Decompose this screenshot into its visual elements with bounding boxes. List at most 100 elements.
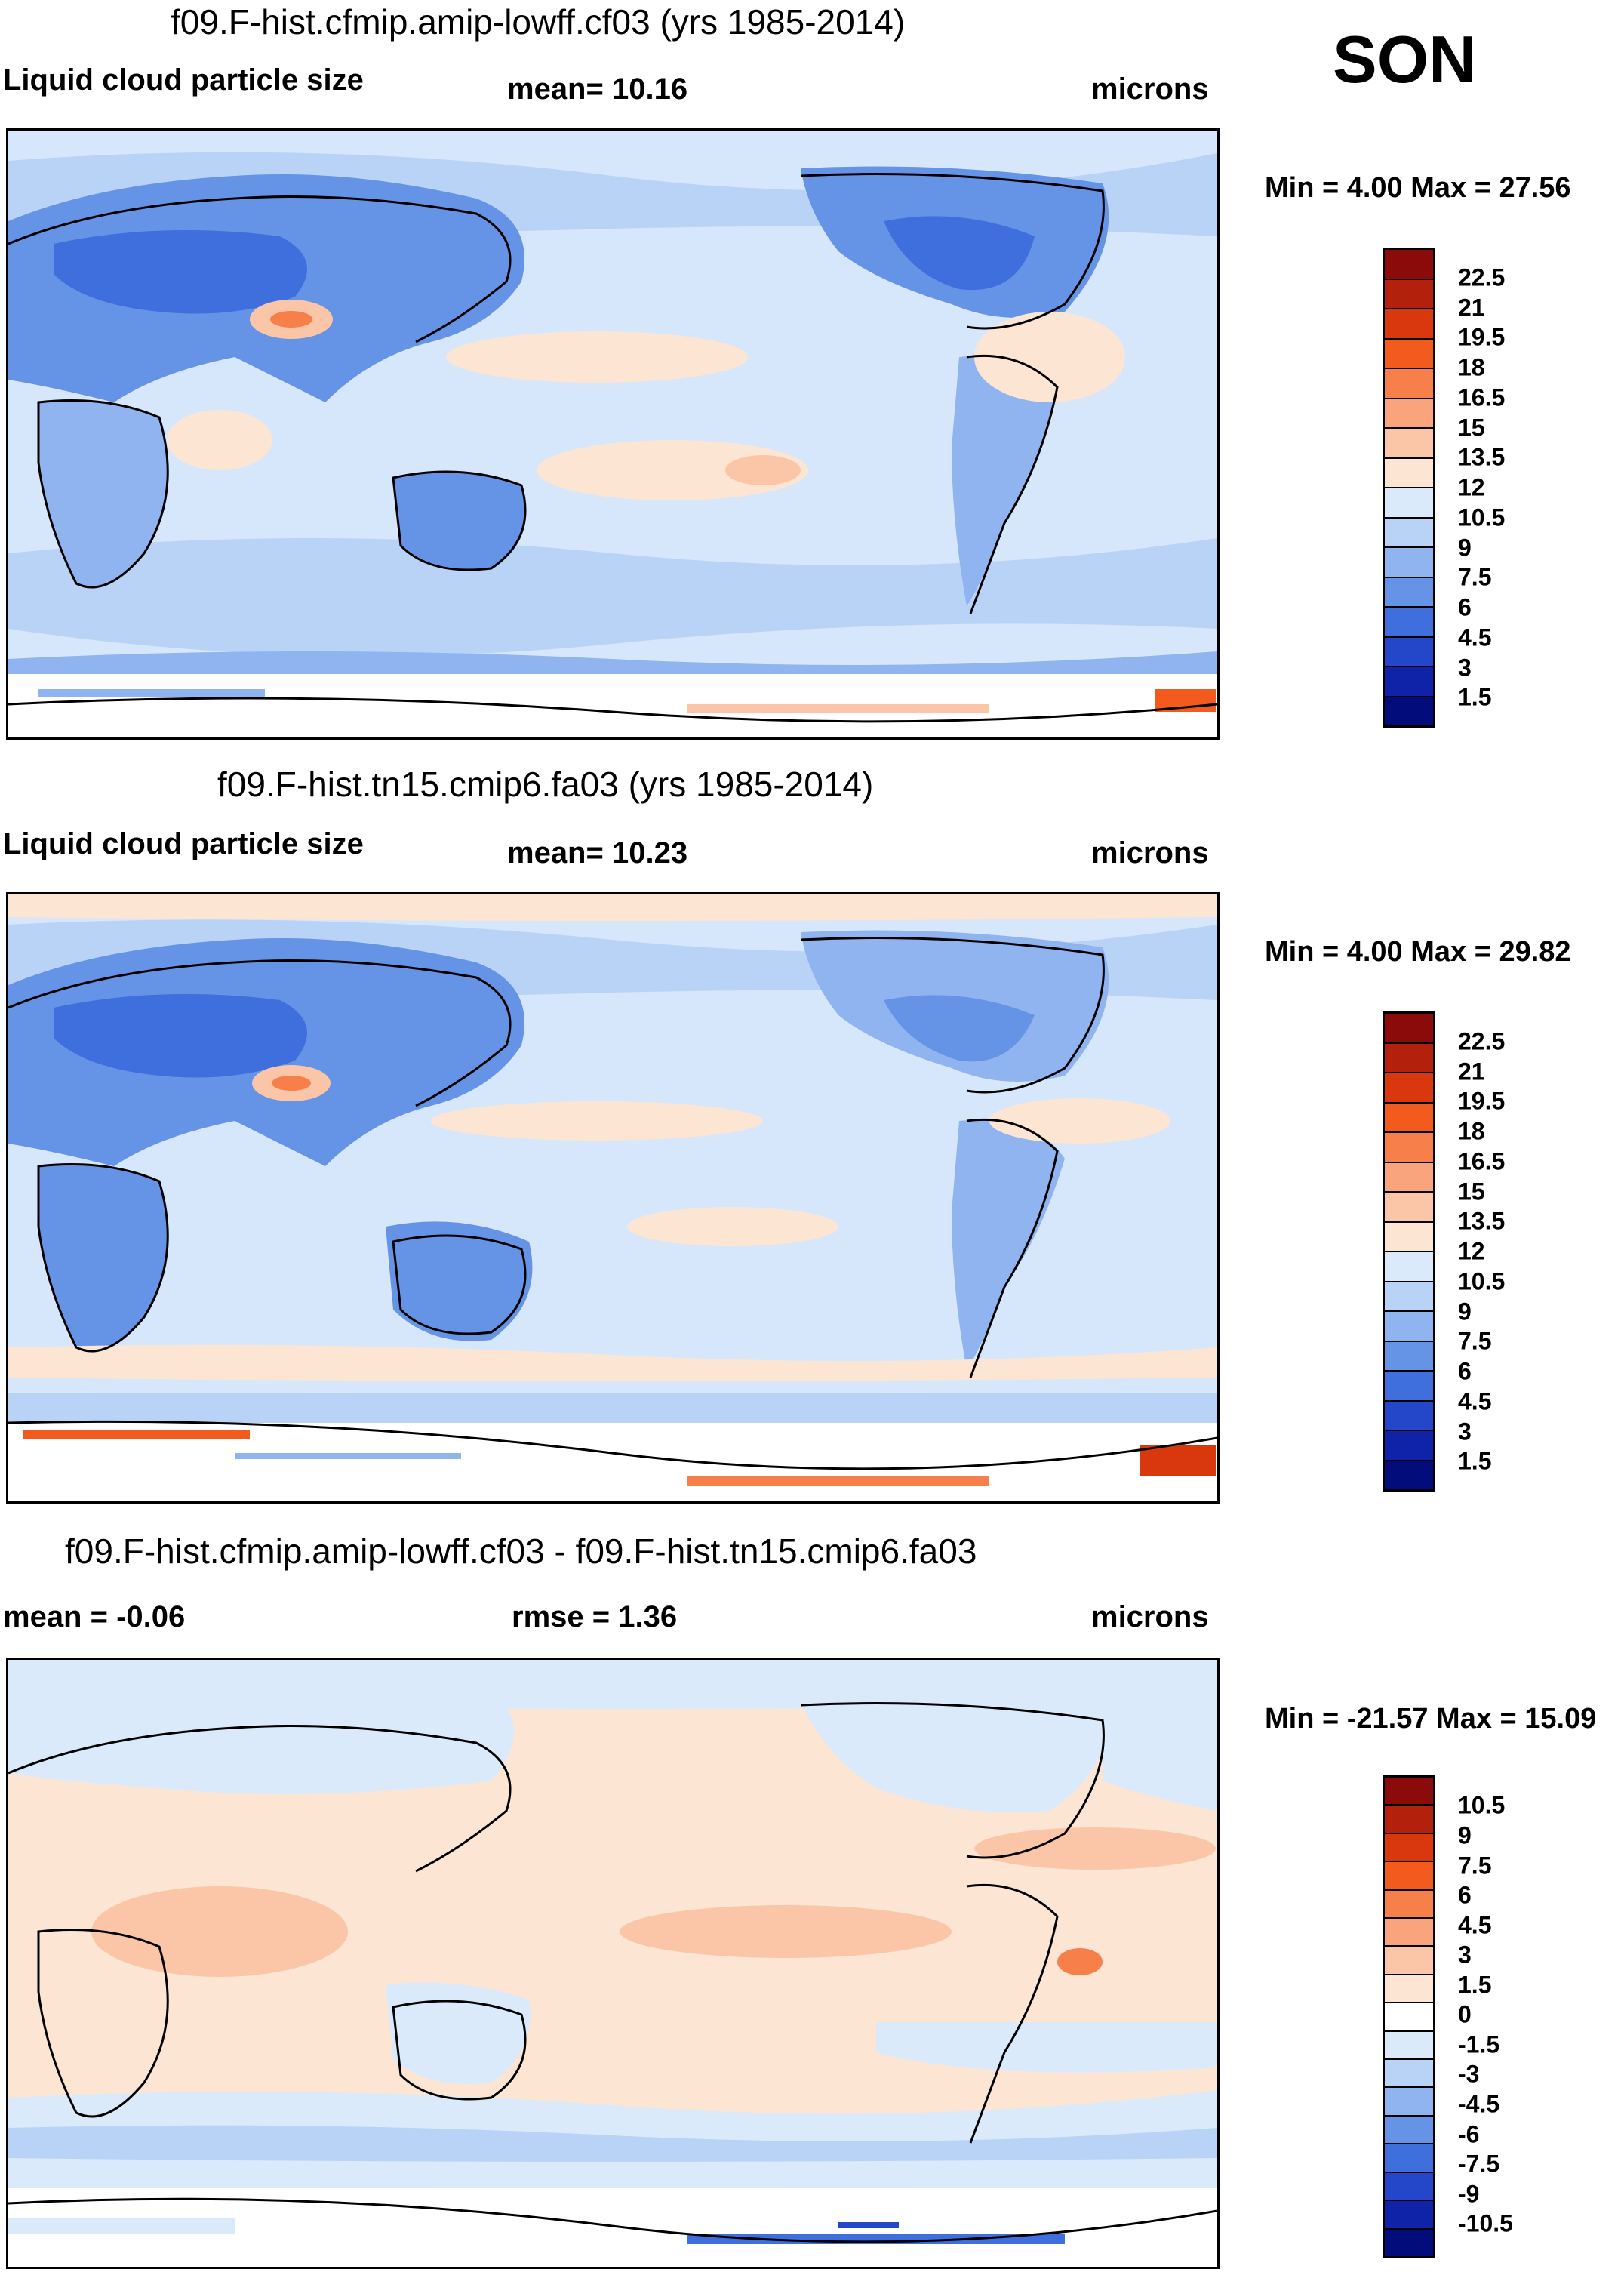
panel1-minmax-label: Min = 4.00 Max = 27.56 xyxy=(1265,172,1571,204)
colorbar-swatch xyxy=(1385,2060,1433,2089)
panel1-tick: 3 xyxy=(1458,654,1472,682)
panel3-tick: -6 xyxy=(1458,2120,1480,2148)
panel1-tick: 9 xyxy=(1458,534,1472,562)
panel1-title: f09.F-hist.cfmip.amip-lowff.cf03 (yrs 19… xyxy=(171,2,906,42)
colorbar-swatch xyxy=(1385,2116,1433,2145)
colorbar-swatch xyxy=(1385,1947,1433,1975)
colorbar-swatch xyxy=(1385,309,1433,340)
colorbar-swatch xyxy=(1385,1222,1433,1252)
panel2-title: f09.F-hist.tn15.cmip6.fa03 (yrs 1985-201… xyxy=(217,765,874,804)
panel1-tick: 15 xyxy=(1458,414,1485,442)
colorbar-swatch xyxy=(1385,1975,1433,2004)
colorbar-swatch xyxy=(1385,1778,1433,1806)
colorbar-swatch xyxy=(1385,250,1433,280)
panel3-tick: -4.5 xyxy=(1458,2090,1500,2118)
panel2-mean-label: mean= 10.23 xyxy=(507,836,688,870)
panel3-minmax-label: Min = -21.57 Max = 15.09 xyxy=(1265,1703,1597,1735)
panel3-tick: 4.5 xyxy=(1458,1911,1492,1939)
panel2-tick: 6 xyxy=(1458,1357,1472,1385)
panel1-tick: 13.5 xyxy=(1458,443,1506,471)
colorbar-swatch xyxy=(1385,488,1433,519)
colorbar-swatch xyxy=(1385,1193,1433,1223)
colorbar-swatch xyxy=(1385,1312,1433,1342)
season-label: SON xyxy=(1333,22,1477,97)
colorbar-swatch xyxy=(1385,1372,1433,1402)
panel2-tick: 9 xyxy=(1458,1298,1472,1325)
colorbar-swatch xyxy=(1385,1341,1433,1372)
colorbar-swatch xyxy=(1385,1833,1433,1863)
panel2-units-label: microns xyxy=(1091,836,1209,870)
panel1-tick: 16.5 xyxy=(1458,383,1506,411)
panel2-tick: 15 xyxy=(1458,1178,1485,1205)
panel2-map xyxy=(6,892,1220,1504)
colorbar-swatch xyxy=(1385,369,1433,399)
colorbar-swatch xyxy=(1385,279,1433,309)
panel2-tick: 1.5 xyxy=(1458,1447,1492,1475)
panel2-minmax-label: Min = 4.00 Max = 29.82 xyxy=(1265,936,1571,968)
panel1-tick: 19.5 xyxy=(1458,323,1506,351)
colorbar-swatch xyxy=(1385,2031,1433,2061)
colorbar-swatch xyxy=(1385,1282,1433,1312)
panel3-tick: 10.5 xyxy=(1458,1791,1506,1819)
panel2-variable-label: Liquid cloud particle size xyxy=(3,827,364,860)
colorbar-swatch xyxy=(1385,1133,1433,1163)
panel3-tick: -1.5 xyxy=(1458,2030,1500,2058)
panel3-tick: 6 xyxy=(1458,1881,1472,1909)
colorbar-swatch xyxy=(1385,1862,1433,1891)
panel3-units-label: microns xyxy=(1091,1600,1209,1633)
colorbar-swatch xyxy=(1385,458,1433,488)
panel1-tick: 12 xyxy=(1458,473,1485,501)
panel2-tick: 3 xyxy=(1458,1418,1472,1445)
colorbar-swatch xyxy=(1385,1073,1433,1104)
panel2-tick: 7.5 xyxy=(1458,1327,1492,1355)
colorbar-swatch xyxy=(1385,1252,1433,1282)
colorbar-swatch xyxy=(1385,1806,1433,1834)
panel2-tick: 4.5 xyxy=(1458,1387,1492,1415)
panel2-tick: 10.5 xyxy=(1458,1267,1506,1295)
panel1-tick: 6 xyxy=(1458,593,1472,621)
panel1-units-label: microns xyxy=(1091,72,1209,106)
colorbar-swatch xyxy=(1385,429,1433,459)
panel1-tick: 10.5 xyxy=(1458,503,1506,531)
panel2-tick: 16.5 xyxy=(1458,1147,1506,1175)
colorbar-swatch xyxy=(1385,1401,1433,1431)
colorbar-swatch xyxy=(1385,2144,1433,2173)
panel3-tick: 9 xyxy=(1458,1821,1472,1849)
colorbar-swatch xyxy=(1385,518,1433,548)
panel1-tick: 18 xyxy=(1458,353,1485,381)
panel1-tick: 4.5 xyxy=(1458,623,1492,651)
colorbar-swatch xyxy=(1385,667,1433,697)
panel2-colorbar xyxy=(1383,1011,1435,1492)
panel3-tick: -10.5 xyxy=(1458,2209,1513,2237)
panel1-map xyxy=(6,128,1220,740)
colorbar-swatch xyxy=(1385,1103,1433,1133)
panel3-tick: -3 xyxy=(1458,2060,1480,2088)
colorbar-swatch xyxy=(1385,1014,1433,1044)
panel1-tick: 22.5 xyxy=(1458,263,1506,291)
panel2-tick: 18 xyxy=(1458,1117,1485,1145)
colorbar-swatch xyxy=(1385,1043,1433,1073)
colorbar-swatch xyxy=(1385,339,1433,369)
panel2-tick: 22.5 xyxy=(1458,1027,1506,1055)
panel3-colorbar xyxy=(1383,1775,1435,2258)
colorbar-swatch xyxy=(1385,1890,1433,1920)
colorbar-swatch xyxy=(1385,1461,1433,1489)
panel3-tick: 3 xyxy=(1458,1941,1472,1969)
colorbar-swatch xyxy=(1385,2003,1433,2032)
panel3-tick: 0 xyxy=(1458,2000,1472,2028)
panel1-tick: 1.5 xyxy=(1458,683,1492,711)
colorbar-swatch xyxy=(1385,548,1433,578)
panel2-tick: 13.5 xyxy=(1458,1207,1506,1235)
colorbar-swatch xyxy=(1385,2088,1433,2117)
panel2-tick: 21 xyxy=(1458,1057,1485,1085)
colorbar-swatch xyxy=(1385,1431,1433,1461)
panel1-mean-label: mean= 10.16 xyxy=(507,72,688,106)
panel2-tick: 19.5 xyxy=(1458,1087,1506,1115)
colorbar-swatch xyxy=(1385,697,1433,725)
panel3-tick: 7.5 xyxy=(1458,1852,1492,1879)
panel3-mean-label: mean = -0.06 xyxy=(3,1600,186,1633)
colorbar-swatch xyxy=(1385,1919,1433,1947)
panel2-tick: 12 xyxy=(1458,1237,1485,1265)
colorbar-swatch xyxy=(1385,399,1433,429)
colorbar-swatch xyxy=(1385,2172,1433,2202)
